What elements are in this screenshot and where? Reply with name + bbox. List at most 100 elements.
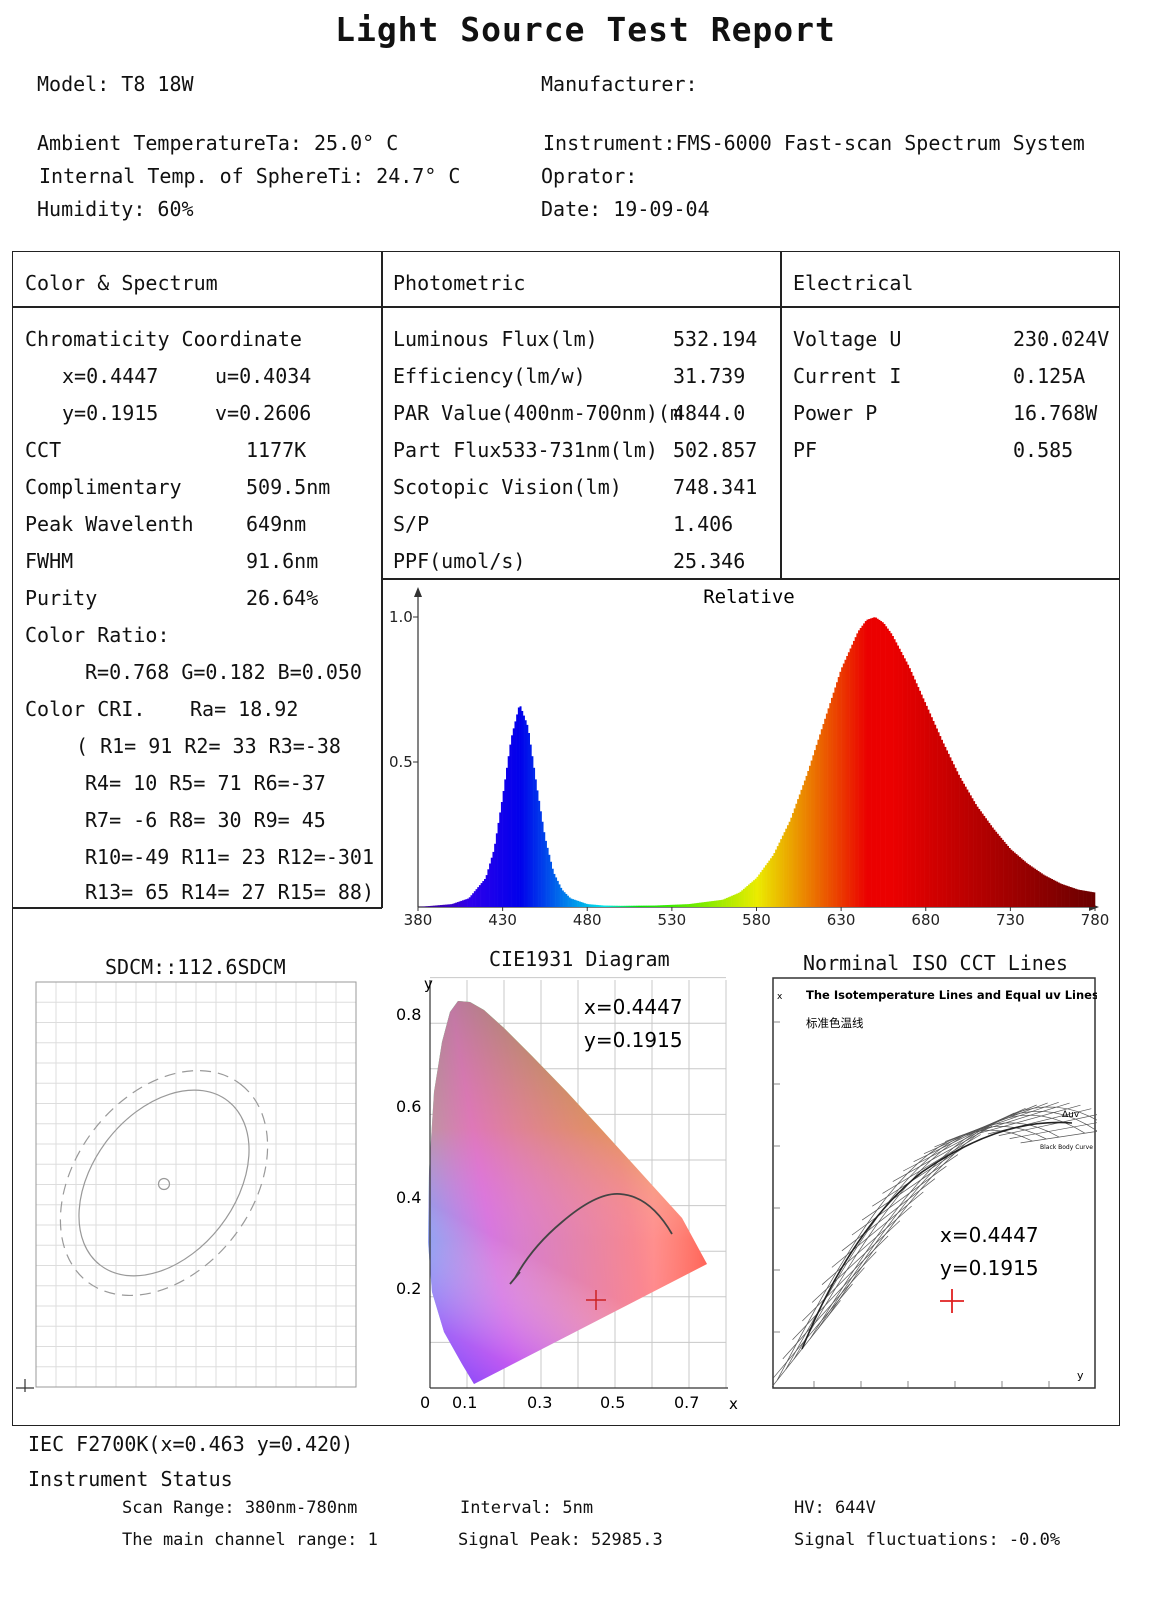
iso-equal-uv-line [785, 1126, 1047, 1370]
spectrum-bar [458, 901, 461, 907]
chroma-y: y=0.1915 [62, 401, 159, 425]
spectrum-bar [656, 905, 659, 907]
spectrum-bar [638, 905, 641, 907]
spectrum-bar [1022, 859, 1025, 908]
spectrum-bar [1074, 888, 1077, 907]
spectrum-bar [675, 904, 678, 907]
spectrum-bar [429, 905, 432, 907]
spectrum-bar [834, 687, 837, 907]
spectrum-bar [592, 904, 595, 907]
spectrum-bar [1025, 862, 1028, 907]
spectrum-bar [908, 668, 911, 907]
fwhm-label: FWHM [25, 549, 74, 573]
spectrum-bar [990, 825, 993, 907]
spectrum-bar [814, 750, 817, 907]
spectrum-bar [932, 720, 935, 907]
spectrum-bar [1010, 849, 1013, 907]
spectrum-bar [607, 905, 610, 907]
spectrum-bar [433, 905, 436, 907]
spectrum-bar [792, 813, 795, 907]
spectrum-bar [460, 900, 463, 907]
spectrum-bar [541, 821, 544, 907]
spectrum-bar [956, 771, 959, 907]
spectrum-bar [504, 779, 507, 907]
spectrum-bar [595, 904, 598, 907]
spectrum-bar [467, 898, 470, 907]
spectrum-bar [812, 755, 815, 907]
spectrum-bar [873, 617, 876, 907]
color-ratio-values: R=0.768 G=0.182 B=0.050 [85, 660, 362, 684]
spectrum-bar [587, 904, 590, 907]
spectrum-bar [820, 729, 823, 907]
spectrum-bar [546, 847, 549, 907]
report-frame [12, 251, 1120, 1426]
spectrum-bar [665, 905, 668, 907]
spectrum-bar [1020, 858, 1023, 907]
spectrum-bars [418, 617, 1096, 908]
spectrum-bar [548, 854, 551, 907]
spectrum-bar [874, 617, 877, 907]
spectrum-bar [487, 869, 490, 907]
spectrum-bar [885, 626, 888, 907]
spectrum-bar [1045, 876, 1048, 907]
spectrum-bar [440, 905, 442, 907]
spectrum-x-tick-label: 530 [658, 911, 687, 929]
spectrum-bar [1091, 892, 1094, 907]
manufacturer-text: Manufacturer: [541, 72, 698, 96]
spectrum-bar [568, 897, 571, 907]
spectrum-bar [451, 903, 454, 907]
spectrum-bar [979, 811, 982, 907]
spectrum-bar [693, 903, 696, 907]
spectrum-bar [594, 904, 597, 907]
spectrum-bar [819, 734, 822, 907]
spectrum-bar [785, 828, 788, 907]
spectrum-bar [653, 905, 656, 907]
scan-range: Scan Range: 380nm-780nm [122, 1498, 358, 1518]
spectrum-bar [802, 785, 805, 907]
spectrum-bar [526, 724, 529, 907]
spectrum-bar [988, 822, 991, 907]
elec-label-3: PF [793, 438, 818, 462]
spectrum-bar [671, 904, 674, 907]
spectrum-bar [423, 906, 426, 907]
spectrum-bar [954, 767, 957, 907]
section-color: Color & Spectrum [25, 271, 218, 295]
spectrum-bar [844, 659, 847, 907]
spectrum-bar [968, 792, 971, 907]
spectrum-bar [683, 904, 686, 907]
spectrum-bar [517, 707, 520, 907]
spectrum-bar [797, 799, 800, 907]
spectrum-bar [644, 905, 647, 907]
spectrum-bar [793, 808, 796, 907]
spectrum-bar [746, 885, 749, 907]
iso-temperature-line [977, 1104, 1081, 1135]
spectrum-bar [849, 648, 852, 907]
model-text: Model: T8 18W [37, 72, 194, 96]
spectrum-bar [1086, 891, 1089, 907]
spectrum-bar [920, 694, 923, 907]
spectrum-bar [966, 789, 969, 907]
photo-value-3: 502.857 [673, 438, 758, 462]
spectrum-bar [869, 618, 872, 907]
iso-equal-uv-line [776, 1129, 1033, 1381]
spectrum-bar [871, 617, 874, 907]
spectrum-bar [918, 690, 921, 907]
spectrum-bar [678, 904, 681, 907]
spectrum-bar [983, 815, 986, 907]
spectrum-bar [1039, 872, 1042, 907]
spectrum-bar [632, 905, 635, 907]
spectrum-bar [710, 901, 713, 907]
spectrum-bar [698, 902, 701, 907]
spectrum-bar [668, 904, 671, 907]
spectrum-bar [998, 835, 1001, 907]
spectrum-bar [753, 880, 756, 907]
spectrum-bar [910, 671, 913, 907]
spectrum-bar [903, 658, 906, 907]
spectrum-bar [654, 905, 657, 907]
spectrum-bar [949, 757, 952, 907]
spectrum-bar [1061, 884, 1064, 907]
spectrum-bar [626, 905, 629, 907]
spectrum-y-tick-label: 0.5 [389, 753, 413, 771]
spectrum-bar [436, 905, 439, 907]
sdcm-plot [16, 981, 357, 1392]
